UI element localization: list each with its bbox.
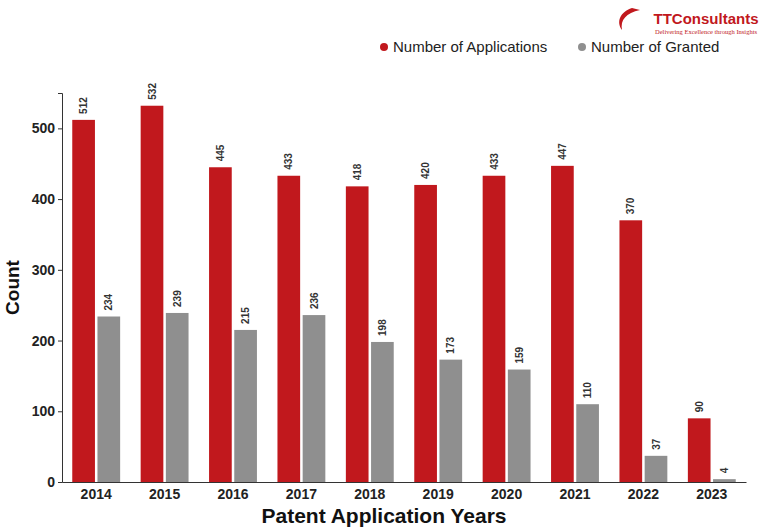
y-tick: 200 xyxy=(32,333,62,349)
x-tick: 2014 xyxy=(81,486,112,502)
data-label: 433 xyxy=(283,153,294,170)
bar xyxy=(166,313,189,482)
y-tick-label: 100 xyxy=(32,403,56,419)
bar xyxy=(209,167,232,482)
data-label: 236 xyxy=(309,292,320,309)
x-tick: 2018 xyxy=(354,486,385,502)
y-tick-mark xyxy=(58,270,62,271)
data-label: 110 xyxy=(582,382,593,399)
x-tick: 2021 xyxy=(559,486,590,502)
legend-label: Number of Applications xyxy=(393,38,547,55)
x-tick-label: 2016 xyxy=(217,486,248,502)
x-tick-label: 2021 xyxy=(559,486,590,502)
y-tick-label: 300 xyxy=(32,262,56,278)
y-tick-mark xyxy=(58,482,62,483)
data-label: 445 xyxy=(215,144,226,161)
data-label: 370 xyxy=(625,197,636,214)
y-tick-label: 200 xyxy=(32,333,56,349)
y-tick-mark xyxy=(58,199,62,200)
bars xyxy=(72,106,735,482)
data-label: 532 xyxy=(147,83,158,100)
bar xyxy=(414,185,437,482)
data-label: 198 xyxy=(377,319,388,336)
bar xyxy=(551,166,574,482)
bar xyxy=(713,479,736,482)
data-label: 90 xyxy=(694,401,705,413)
x-tick-label: 2022 xyxy=(628,486,659,502)
bar xyxy=(688,418,711,482)
x-axis: 2014 2015 2016 2017 2018 2019 2020 2021 2022 2023 xyxy=(63,483,747,502)
bar xyxy=(141,106,164,482)
x-tick: 2023 xyxy=(696,486,727,502)
bar xyxy=(303,315,326,482)
y-tick-mark xyxy=(58,128,62,129)
bar xyxy=(72,120,95,482)
bar xyxy=(483,176,506,482)
bar xyxy=(346,186,369,482)
data-label: 447 xyxy=(557,143,568,160)
x-tick-label: 2019 xyxy=(423,486,454,502)
x-tick: 2016 xyxy=(217,486,248,502)
bar xyxy=(234,330,257,482)
data-label: 173 xyxy=(445,337,456,354)
x-tick: 2019 xyxy=(423,486,454,502)
x-tick-label: 2018 xyxy=(354,486,385,502)
data-label: 420 xyxy=(420,162,431,179)
bar xyxy=(371,342,394,482)
y-tick-label: 500 xyxy=(32,120,56,136)
y-tick-mark xyxy=(58,411,62,412)
y-tick: 300 xyxy=(32,262,62,278)
bar xyxy=(619,220,642,482)
data-label: 234 xyxy=(103,293,114,310)
logo-swoosh xyxy=(619,8,640,30)
legend-swatch xyxy=(578,43,586,51)
y-tick: 0 xyxy=(47,474,62,490)
legend-label: Number of Granted xyxy=(591,38,719,55)
bar xyxy=(439,360,462,482)
x-tick-label: 2017 xyxy=(286,486,317,502)
x-axis-line xyxy=(63,482,747,483)
logo-name: TTConsultants xyxy=(654,10,759,27)
x-tick-label: 2020 xyxy=(491,486,522,502)
y-tick-label: 0 xyxy=(47,474,55,490)
data-labels: 512 532 445 433 418 420 433 447 370 90 234 239 215 23… xyxy=(78,83,730,474)
x-tick-label: 2023 xyxy=(696,486,727,502)
y-axis-line xyxy=(58,94,63,483)
bar xyxy=(645,456,668,482)
y-axis: 0 100 200 300 400 500 xyxy=(32,94,63,490)
bar xyxy=(277,176,300,482)
legend-swatch xyxy=(380,43,388,51)
x-tick: 2022 xyxy=(628,486,659,502)
bar xyxy=(508,370,531,482)
y-tick: 400 xyxy=(32,191,62,207)
bar xyxy=(576,404,599,482)
data-label: 37 xyxy=(651,438,662,450)
x-axis-title: Patent Application Years xyxy=(261,504,506,527)
y-tick: 500 xyxy=(32,120,62,136)
x-tick-label: 2015 xyxy=(149,486,180,502)
data-label: 418 xyxy=(352,163,363,180)
data-label: 159 xyxy=(514,346,525,363)
data-label: 512 xyxy=(78,97,89,114)
data-label: 433 xyxy=(489,153,500,170)
x-tick: 2020 xyxy=(491,486,522,502)
y-tick-label: 400 xyxy=(32,191,56,207)
data-label: 4 xyxy=(719,467,730,473)
logo-tagline: Delivering Excellence through Insights xyxy=(655,28,757,35)
bar-series xyxy=(97,313,735,482)
chart-container: 5125324454334184204334473709023423921523… xyxy=(0,0,768,527)
x-tick: 2017 xyxy=(286,486,317,502)
legend: Number of Applications Number of Granted xyxy=(380,38,719,55)
data-label: 215 xyxy=(240,307,251,324)
y-axis-title: Count xyxy=(2,259,23,315)
x-tick: 2015 xyxy=(149,486,180,502)
data-label: 239 xyxy=(172,290,183,307)
logo: TTConsultantsDelivering Excellence throu… xyxy=(619,8,758,35)
y-tick: 100 xyxy=(32,403,62,419)
chart-svg: 5125324454334184204334473709023423921523… xyxy=(0,0,768,527)
y-tick-mark xyxy=(58,341,62,342)
x-tick-label: 2014 xyxy=(81,486,112,502)
bar-series xyxy=(72,106,710,482)
bar xyxy=(97,316,120,482)
